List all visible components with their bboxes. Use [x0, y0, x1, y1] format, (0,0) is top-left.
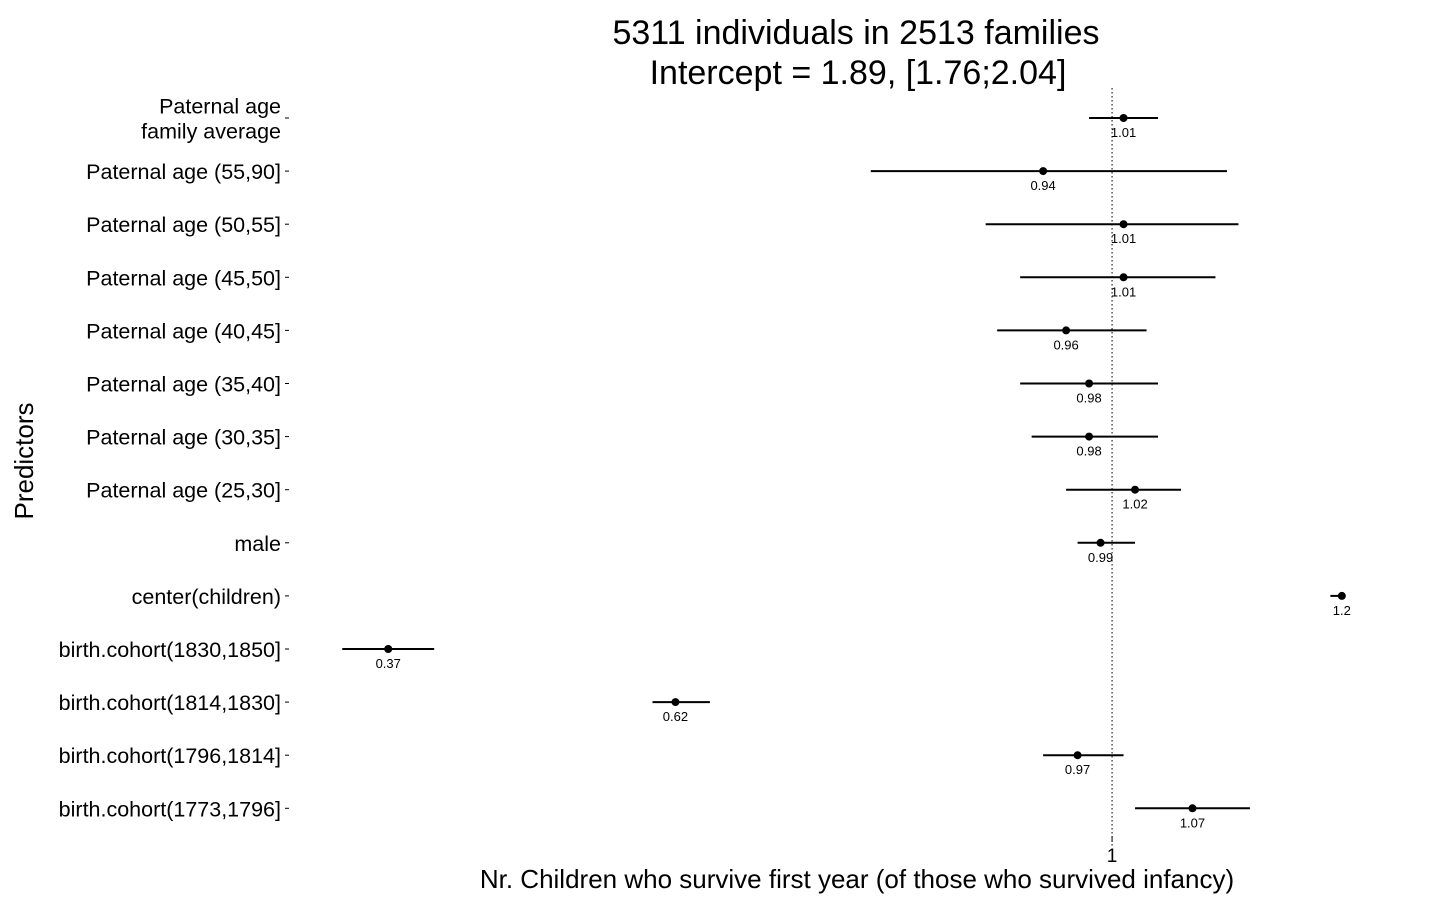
predictor-label: Paternal age (30,35]	[86, 426, 281, 450]
predictor-row: center(children) 1.2	[132, 585, 1351, 618]
x-axis-title: Nr. Children who survive first year (of …	[480, 864, 1234, 894]
estimate-label: 0.99	[1088, 550, 1113, 565]
y-axis-title: Predictors	[9, 402, 39, 519]
predictor-label: Paternal age (25,30]	[86, 479, 281, 503]
predictor-row: Paternal age (25,30] 1.02	[86, 479, 1181, 512]
point-estimate	[1085, 379, 1094, 388]
predictor-row: Paternal age (45,50] 1.01	[86, 266, 1216, 299]
point-estimate	[1119, 273, 1128, 282]
predictor-label: birth.cohort(1814,1830]	[59, 691, 281, 715]
predictor-row: male 0.99	[234, 532, 1136, 565]
predictor-label: Paternal age (40,45]	[86, 319, 281, 343]
chart-title: 5311 individuals in 2513 families Interc…	[612, 14, 1099, 92]
x-tick-label: 1	[1107, 846, 1118, 867]
chart-title-line-1: 5311 individuals in 2513 families	[612, 14, 1099, 52]
estimate-label: 0.94	[1030, 178, 1055, 193]
chart-title-line-2: Intercept = 1.89, [1.76;2.04]	[650, 54, 1067, 92]
estimate-label: 0.97	[1065, 762, 1090, 777]
point-estimate	[671, 698, 680, 707]
point-estimate	[1085, 432, 1094, 441]
predictor-row: birth.cohort(1773,1796] 1.07	[59, 797, 1250, 830]
estimate-label: 0.62	[663, 709, 688, 724]
predictor-label: birth.cohort(1773,1796]	[59, 797, 281, 821]
point-estimate	[1131, 485, 1140, 494]
estimate-label: 0.96	[1053, 337, 1078, 352]
estimate-label: 1.02	[1122, 497, 1147, 512]
x-axis: 1	[1107, 836, 1118, 867]
predictor-label: Paternal age (35,40]	[86, 373, 281, 397]
estimate-label: 1.01	[1111, 284, 1136, 299]
estimate-label: 0.98	[1076, 444, 1101, 459]
predictor-label: birth.cohort(1830,1850]	[59, 638, 281, 662]
estimate-label: 1.01	[1111, 125, 1136, 140]
predictor-row: Paternal age (50,55] 1.01	[86, 213, 1239, 246]
predictor-row: Paternal age (35,40] 0.98	[86, 373, 1159, 406]
point-estimate	[384, 645, 393, 653]
estimate-label: 1.07	[1180, 815, 1205, 830]
predictor-row: birth.cohort(1796,1814] 0.97	[59, 744, 1124, 777]
point-estimate	[1073, 751, 1082, 760]
estimate-label: 0.37	[376, 656, 401, 671]
point-estimate	[1337, 591, 1346, 600]
predictor-label: Paternal age (45,50]	[86, 266, 281, 290]
estimate-label: 0.98	[1076, 391, 1101, 406]
point-estimate	[1062, 326, 1071, 335]
predictor-label: male	[234, 532, 281, 556]
point-estimate	[1039, 167, 1048, 176]
predictor-label: center(children)	[132, 585, 281, 609]
estimate-label: 1.2	[1333, 603, 1351, 618]
point-estimate	[1096, 538, 1105, 547]
predictor-label: Paternal age (50,55]	[86, 213, 281, 237]
predictor-row: birth.cohort(1830,1850] 0.37	[59, 638, 435, 671]
point-estimate	[1119, 114, 1128, 122]
predictor-label: Paternal age (55,90]	[86, 160, 281, 184]
predictor-row: birth.cohort(1814,1830] 0.62	[59, 691, 710, 724]
predictor-row: Paternal age (30,35] 0.98	[86, 426, 1159, 459]
point-estimate	[1119, 220, 1128, 229]
predictor-row: Paternal age (40,45] 0.96	[86, 319, 1147, 352]
predictor-label: Paternal age	[159, 95, 281, 119]
predictor-row: Paternal age (55,90] 0.94	[86, 160, 1227, 193]
predictor-label: birth.cohort(1796,1814]	[59, 744, 281, 768]
point-estimate	[1188, 804, 1197, 813]
estimate-label: 1.01	[1111, 231, 1136, 246]
predictor-label: family average	[141, 120, 281, 144]
